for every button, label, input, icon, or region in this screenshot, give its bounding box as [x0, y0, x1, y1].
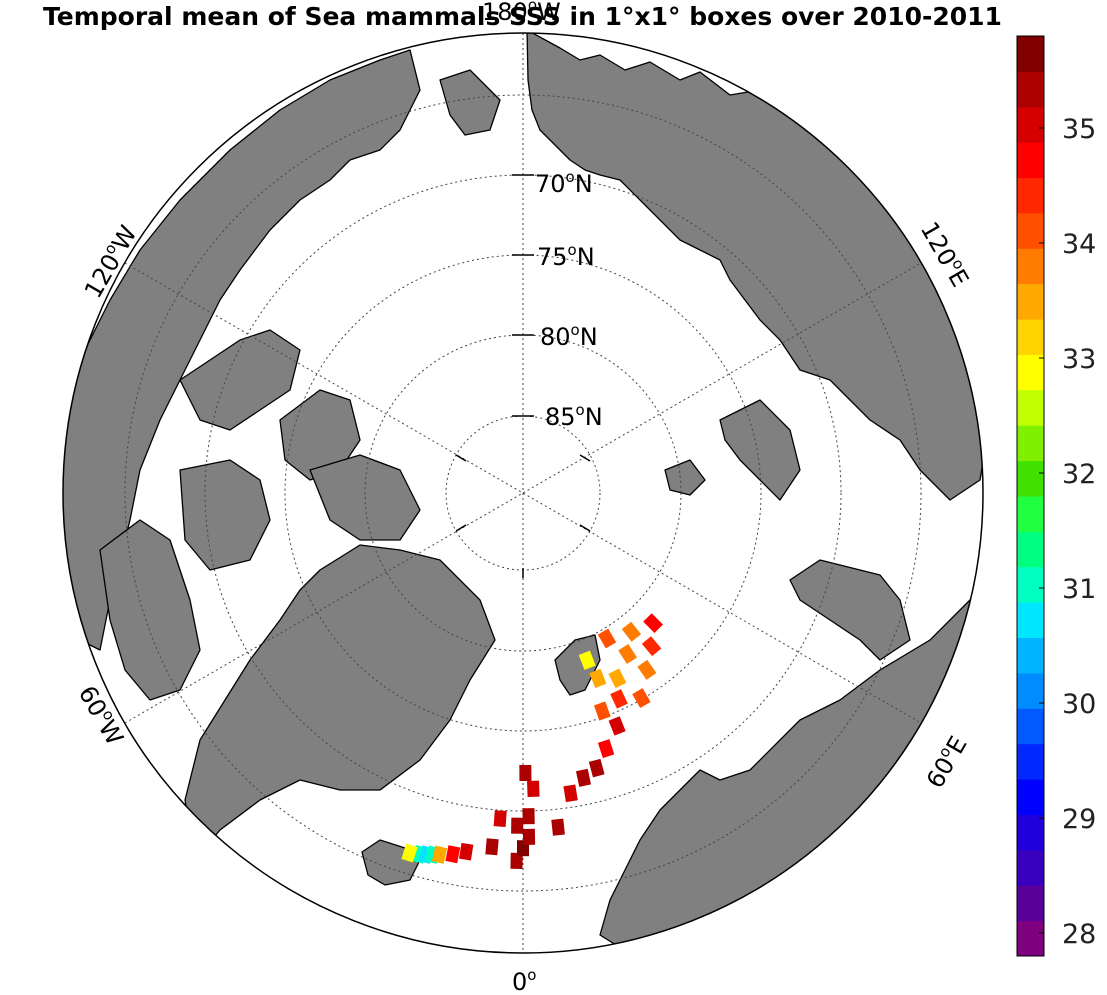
sss-cell: [608, 668, 627, 689]
lat-label-75: 75oN: [537, 241, 595, 271]
meridian-120w-60e: [124, 262, 922, 724]
colorbar-tick-label: 34: [1062, 229, 1096, 260]
colorbar-segment: [1017, 283, 1044, 320]
colorbar-segment: [1017, 460, 1044, 497]
colorbar-segment: [1017, 743, 1044, 780]
colorbar-tick-label: 33: [1062, 344, 1096, 375]
canadian-archipelago-1: [179, 329, 301, 431]
sss-cell: [563, 784, 578, 803]
sss-cell: [610, 689, 628, 709]
colorbar-segment: [1017, 814, 1044, 851]
canadian-archipelago-2: [279, 389, 361, 481]
colorbar-ticks: 35 34 33 32 31 30 29 28: [1039, 114, 1096, 950]
colorbar-tick-label: 32: [1062, 459, 1096, 490]
sss-cell: [597, 628, 617, 649]
colorbar-segment: [1017, 354, 1044, 391]
sss-cell: [401, 843, 418, 863]
colorbar-tick-label: 31: [1062, 574, 1096, 605]
colorbar-segment: [1017, 248, 1044, 285]
sss-cell: [637, 659, 657, 680]
colorbar-segment: [1017, 708, 1044, 745]
colorbar-segment: [1017, 389, 1044, 426]
colorbar-segment: [1017, 566, 1044, 603]
sss-cell: [608, 716, 626, 736]
lon-label-0: 0o: [512, 966, 536, 995]
lat-circle-70: [204, 174, 842, 812]
colorbar-tick-label: 35: [1062, 114, 1096, 145]
pole-ticks: [455, 174, 591, 578]
sss-cell: [593, 701, 611, 721]
longitude-grid: [124, 33, 922, 953]
sss-cell: [522, 828, 536, 846]
sss-cell: [643, 613, 663, 633]
lon-label-60e: 60oE: [919, 730, 972, 793]
lat-circle-80: [364, 334, 682, 652]
colorbar-tick-label: 29: [1062, 804, 1096, 835]
greenland: [184, 544, 496, 861]
colorbar-segment: [1017, 920, 1044, 957]
sss-cell: [578, 650, 596, 670]
sss-cell: [597, 739, 615, 759]
sss-cell: [510, 852, 523, 870]
colorbar-segment: [1017, 36, 1044, 72]
lat-circle-65: [124, 94, 922, 892]
sss-cell: [589, 668, 607, 689]
lat-label-70: 70oN: [535, 168, 593, 198]
lon-label-180w: 180oW: [482, 0, 561, 26]
sss-cell: [621, 621, 642, 642]
colorbar-segment: [1017, 177, 1044, 214]
colorbar-segment: [1017, 425, 1044, 462]
sss-cells: [401, 613, 663, 870]
colorbar-segment: [1017, 319, 1044, 355]
colorbar-segment: [1017, 531, 1044, 568]
colorbar-tick-label: 28: [1062, 919, 1096, 950]
sss-cell: [485, 838, 499, 856]
alaska-region: [439, 69, 501, 136]
colorbar-frame: [1016, 35, 1045, 957]
baffin-island: [99, 519, 201, 701]
novaya-zemlya: [719, 399, 801, 501]
colorbar-segment: [1017, 885, 1044, 922]
colorbar-segment: [1017, 849, 1044, 886]
sss-cell: [431, 845, 448, 864]
lat-label-85: 85oN: [545, 401, 603, 431]
sss-cell: [527, 780, 540, 798]
franz-josef-land: [664, 459, 706, 496]
map-boundary: [62, 32, 984, 954]
siberia-landmass: [526, 33, 983, 501]
colorbar-segment: [1017, 71, 1044, 108]
sss-cell: [551, 818, 565, 836]
sss-cell: [445, 845, 461, 864]
lat-label-80: 80oN: [540, 321, 598, 351]
sss-cell: [588, 758, 605, 778]
meridian-60w-120e: [124, 262, 922, 724]
sss-cell: [459, 842, 474, 861]
sss-cell: [641, 636, 662, 657]
sss-cell: [522, 808, 535, 825]
colorbar-segment: [1017, 637, 1044, 674]
sss-cell: [519, 764, 532, 782]
sss-cell: [632, 688, 651, 709]
colorbar-segment: [1017, 779, 1044, 815]
colorbar-segment: [1017, 496, 1044, 532]
colorbar-segment: [1017, 106, 1044, 143]
colorbar-segment: [1017, 142, 1044, 179]
sss-cell: [511, 817, 524, 834]
land-masses: [63, 33, 983, 953]
sss-cell: [493, 810, 507, 827]
sss-cell: [618, 644, 637, 664]
canadian-archipelago-4: [179, 459, 271, 571]
colorbar-segment: [1017, 602, 1044, 639]
colorbar: [1017, 36, 1044, 957]
map-title: Temporal mean of Sea mammals SSS in 1°x1…: [43, 2, 1002, 31]
kola-region: [789, 559, 911, 661]
colorbar-tick-label: 30: [1062, 689, 1096, 720]
sss-cell: [575, 768, 592, 787]
